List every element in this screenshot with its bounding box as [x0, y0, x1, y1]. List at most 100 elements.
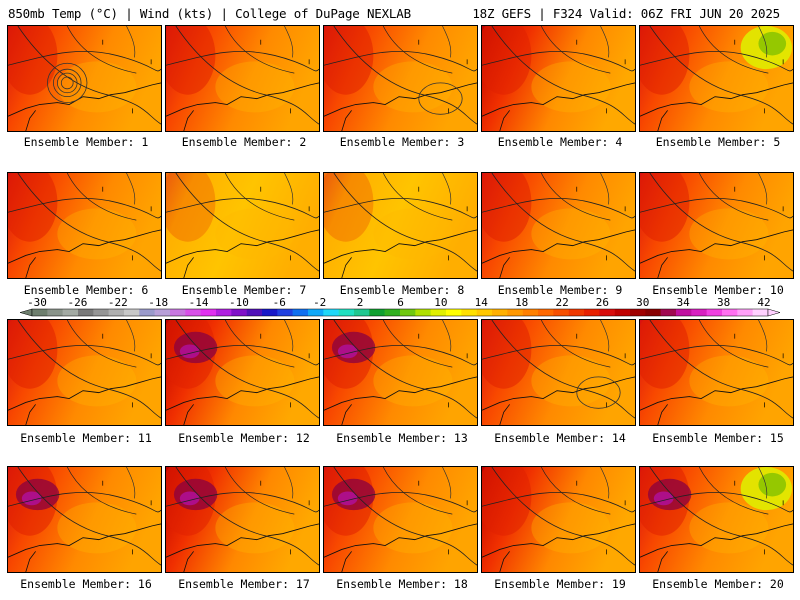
colorbar-arrow-right — [767, 308, 781, 317]
colorbar-tick-label: -18 — [148, 296, 168, 309]
temperature-colorbar: -30 -26 -22 -18 -14 -10 -6 -2 2 6 10 14 18 22 26 30 34 38… — [19, 296, 781, 317]
colorbar-tick-label: -14 — [189, 296, 209, 309]
colorbar-swatch — [185, 309, 201, 316]
ensemble-member-caption: Ensemble Member: 2 — [181, 135, 307, 149]
colorbar-swatch — [47, 309, 63, 316]
colorbar-tick-label: 18 — [515, 296, 528, 309]
colorbar-swatch — [660, 309, 677, 316]
ensemble-member-map-13 — [323, 319, 478, 426]
colorbar-swatch — [216, 309, 232, 316]
colorbar-swatch — [492, 309, 508, 316]
ensemble-member-map-18 — [323, 466, 478, 573]
colorbar-tick-label: 38 — [717, 296, 730, 309]
colorbar-swatch — [124, 309, 140, 316]
colorbar-tick-label: -6 — [273, 296, 286, 309]
colorbar-swatch — [62, 309, 79, 316]
ensemble-member-caption: Ensemble Member: 12 — [178, 431, 310, 445]
colorbar-swatch — [614, 309, 631, 316]
ensemble-member-caption: Ensemble Member: 9 — [497, 283, 623, 297]
colorbar-swatch — [170, 309, 186, 316]
colorbar-swatch — [461, 309, 477, 316]
colorbar-swatch — [231, 309, 247, 316]
ensemble-member-caption: Ensemble Member: 18 — [336, 577, 468, 591]
ensemble-member-caption: Ensemble Member: 3 — [339, 135, 465, 149]
colorbar-swatch — [553, 309, 569, 316]
colorbar-tick-label: -2 — [313, 296, 326, 309]
ensemble-member-caption: Ensemble Member: 16 — [20, 577, 152, 591]
colorbar-swatch — [446, 309, 462, 316]
colorbar-swatch — [246, 309, 263, 316]
ensemble-member-caption: Ensemble Member: 15 — [652, 431, 784, 445]
ensemble-member-caption: Ensemble Member: 7 — [181, 283, 307, 297]
colorbar-swatch — [706, 309, 723, 316]
colorbar-swatch — [676, 309, 692, 316]
colorbar-tick-label: -30 — [27, 296, 47, 309]
colorbar-tick-label: 6 — [397, 296, 404, 309]
ensemble-member-map-4 — [481, 25, 636, 132]
ensemble-member-map-14 — [481, 319, 636, 426]
colorbar-swatch — [430, 309, 447, 316]
colorbar-tick-label: 10 — [434, 296, 447, 309]
colorbar-tick-label: -22 — [108, 296, 128, 309]
colorbar-swatch — [108, 309, 125, 316]
colorbar-swatch — [522, 309, 539, 316]
ensemble-member-map-1 — [7, 25, 162, 132]
ensemble-member-caption: Ensemble Member: 4 — [497, 135, 623, 149]
colorbar-arrow-left — [19, 308, 33, 317]
ensemble-member-map-7 — [165, 172, 320, 279]
colorbar-swatch — [93, 309, 109, 316]
ensemble-member-caption: Ensemble Member: 20 — [652, 577, 784, 591]
colorbar-tick-label: 42 — [757, 296, 770, 309]
colorbar-tick-label: 26 — [596, 296, 609, 309]
ensemble-member-caption: Ensemble Member: 10 — [652, 283, 784, 297]
colorbar-swatch — [630, 309, 646, 316]
ensemble-member-map-17 — [165, 466, 320, 573]
colorbar-swatch — [277, 309, 293, 316]
colorbar-tick-label: 30 — [636, 296, 649, 309]
colorbar-swatch — [78, 309, 94, 316]
ensemble-member-caption: Ensemble Member: 8 — [339, 283, 465, 297]
ensemble-member-map-2 — [165, 25, 320, 132]
ensemble-member-map-3 — [323, 25, 478, 132]
colorbar-swatch — [323, 309, 339, 316]
header-title-right: 18Z GEFS | F324 Valid: 06Z FRI JUN 20 20… — [472, 6, 780, 21]
colorbar-tick-label: -10 — [229, 296, 249, 309]
ensemble-member-map-20 — [639, 466, 794, 573]
colorbar-swatch — [599, 309, 615, 316]
ensemble-member-map-19 — [481, 466, 636, 573]
ensemble-member-map-16 — [7, 466, 162, 573]
ensemble-member-caption: Ensemble Member: 11 — [20, 431, 152, 445]
colorbar-swatch — [752, 309, 769, 316]
ensemble-member-caption: Ensemble Member: 19 — [494, 577, 626, 591]
colorbar-swatch — [369, 309, 385, 316]
colorbar-swatch — [691, 309, 707, 316]
ensemble-member-caption: Ensemble Member: 5 — [655, 135, 781, 149]
colorbar-tick-label: 34 — [677, 296, 691, 309]
ensemble-member-caption: Ensemble Member: 1 — [23, 135, 149, 149]
ensemble-member-map-9 — [481, 172, 636, 279]
colorbar-swatch — [645, 309, 661, 316]
colorbar-tick-label: 14 — [475, 296, 489, 309]
colorbar-swatch — [400, 309, 416, 316]
colorbar-swatch — [507, 309, 523, 316]
colorbar-tick-label: -26 — [67, 296, 87, 309]
colorbar-tick-label: 22 — [555, 296, 568, 309]
ensemble-member-map-12 — [165, 319, 320, 426]
colorbar-swatch — [338, 309, 355, 316]
colorbar-swatch — [308, 309, 324, 316]
ensemble-member-caption: Ensemble Member: 17 — [178, 577, 310, 591]
colorbar-swatch — [584, 309, 600, 316]
colorbar-swatch — [538, 309, 554, 316]
ensemble-member-caption: Ensemble Member: 6 — [23, 283, 149, 297]
ensemble-member-map-10 — [639, 172, 794, 279]
ensemble-member-map-8 — [323, 172, 478, 279]
ensemble-member-map-5 — [639, 25, 794, 132]
colorbar-swatch — [722, 309, 738, 316]
colorbar-swatch — [384, 309, 401, 316]
colorbar-swatch — [568, 309, 585, 316]
colorbar-swatch — [415, 309, 431, 316]
colorbar-swatch — [737, 309, 753, 316]
header-title-left: 850mb Temp (°C) | Wind (kts) | College o… — [8, 6, 411, 21]
colorbar-swatch — [154, 309, 171, 316]
ensemble-member-map-11 — [7, 319, 162, 426]
